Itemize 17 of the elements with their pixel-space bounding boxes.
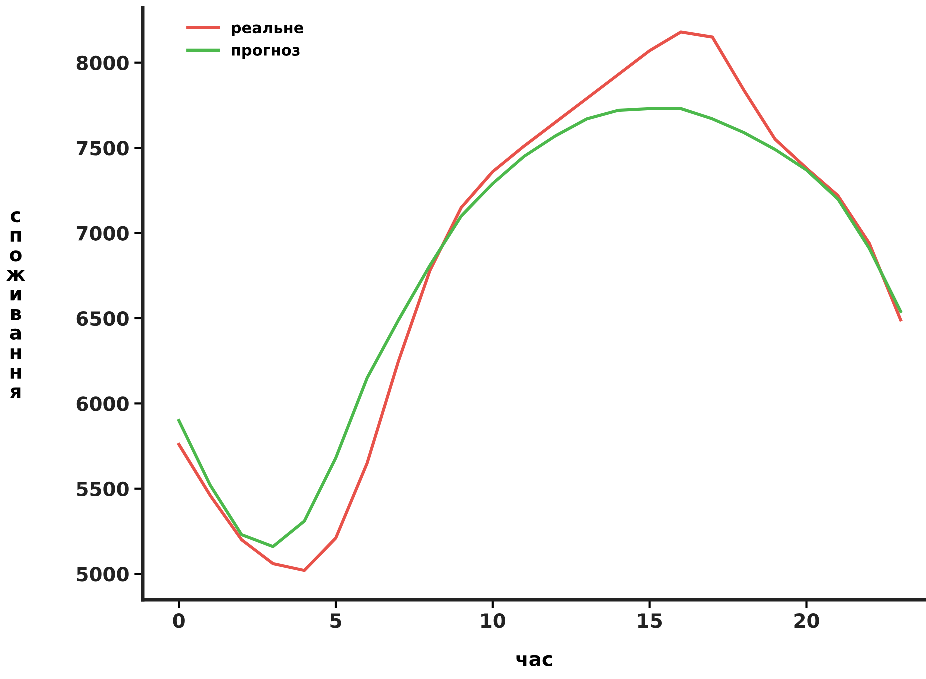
y-tick-label: 6000 bbox=[76, 396, 129, 412]
y-tick-label: 5500 bbox=[77, 482, 129, 497]
x-tick-label: 20 bbox=[794, 614, 820, 628]
x-axis-title: час bbox=[516, 655, 552, 667]
line-series bbox=[178, 107, 902, 548]
y-tick-label: 5000 bbox=[77, 567, 129, 582]
y-tick-label: 7000 bbox=[76, 226, 129, 241]
x-tick-label: 15 bbox=[638, 614, 662, 628]
y-tick-label: 7500 bbox=[76, 141, 129, 156]
legend-label: реальне bbox=[232, 24, 304, 37]
y-tick-label: 6500 bbox=[76, 311, 129, 326]
legend-label: прогноз bbox=[232, 47, 300, 59]
x-tick-label: 5 bbox=[330, 614, 342, 628]
x-tick-label: 10 bbox=[482, 614, 506, 628]
text: споживання bbox=[6, 211, 26, 398]
x-tick-label: 0 bbox=[173, 614, 185, 628]
y-tick-label: 8000 bbox=[76, 56, 129, 71]
